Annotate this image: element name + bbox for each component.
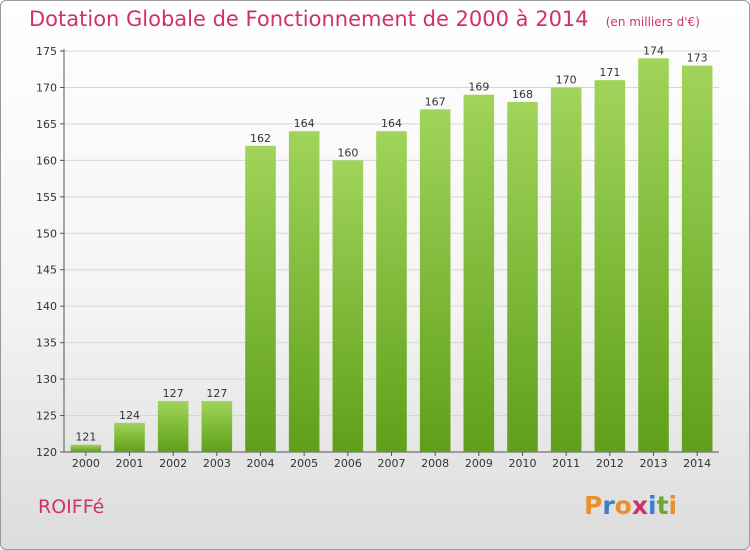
data-label: 124 — [119, 409, 140, 422]
bar — [245, 145, 276, 453]
y-tick-label: 135 — [36, 337, 57, 350]
x-tick-label: 2013 — [640, 457, 668, 470]
title-row: Dotation Globale de Fonctionnement de 20… — [29, 7, 700, 31]
bar — [201, 400, 233, 452]
bar — [463, 94, 495, 452]
proxiti-logo[interactable]: Proxiti — [584, 491, 677, 520]
logo-letter: t — [656, 491, 669, 520]
y-tick-label: 160 — [36, 154, 57, 167]
y-tick-label: 170 — [36, 81, 57, 94]
x-tick-label: 2001 — [116, 457, 144, 470]
bar — [376, 131, 407, 452]
commune-name: ROIFFé — [38, 496, 105, 518]
x-tick-label: 2010 — [509, 457, 537, 470]
x-tick-label: 2007 — [378, 457, 406, 470]
x-tick-label: 2005 — [290, 457, 318, 470]
y-tick-label: 140 — [36, 300, 57, 313]
logo-letter: i — [668, 491, 678, 520]
data-label: 173 — [687, 52, 708, 65]
data-label: 171 — [599, 66, 620, 79]
data-label: 170 — [556, 73, 577, 86]
logo-letter: x — [631, 491, 648, 520]
bar — [681, 65, 713, 452]
data-label: 174 — [643, 44, 664, 57]
x-tick-label: 2014 — [683, 457, 711, 470]
logo-letter: i — [648, 491, 657, 520]
data-label: 127 — [163, 387, 184, 400]
x-tick-label: 2011 — [552, 457, 580, 470]
x-tick-label: 2003 — [203, 457, 231, 470]
x-tick-label: 2009 — [465, 457, 493, 470]
bar — [507, 102, 538, 452]
logo-letter: P — [584, 491, 603, 520]
x-tick-label: 2000 — [72, 457, 100, 470]
chart-subtitle: (en milliers d'€) — [605, 15, 700, 29]
logo-letter: o — [614, 491, 632, 520]
data-label: 168 — [512, 88, 533, 101]
bar — [550, 87, 582, 453]
data-label: 164 — [294, 117, 315, 130]
bar — [594, 80, 626, 452]
x-tick-label: 2012 — [596, 457, 624, 470]
y-tick-label: 150 — [36, 227, 57, 240]
x-tick-label: 2002 — [159, 457, 187, 470]
data-label: 127 — [206, 387, 227, 400]
data-label: 167 — [425, 95, 446, 108]
bar — [157, 400, 189, 452]
x-tick-label: 2008 — [421, 457, 449, 470]
bar — [419, 109, 451, 452]
logo-letter: r — [602, 491, 615, 520]
y-tick-label: 125 — [36, 410, 57, 423]
y-tick-label: 165 — [36, 118, 57, 131]
bar — [70, 444, 102, 452]
y-tick-label: 145 — [36, 264, 57, 277]
chart-title: Dotation Globale de Fonctionnement de 20… — [29, 7, 589, 31]
data-label: 164 — [381, 117, 402, 130]
data-label: 162 — [250, 132, 271, 145]
y-tick-label: 130 — [36, 373, 57, 386]
bar — [288, 131, 320, 452]
data-label: 169 — [468, 81, 489, 94]
y-tick-label: 175 — [36, 45, 57, 58]
bar — [332, 160, 364, 452]
data-label: 160 — [337, 146, 358, 159]
bar — [638, 58, 669, 453]
bar — [114, 422, 145, 452]
x-tick-label: 2006 — [334, 457, 362, 470]
data-label: 121 — [75, 431, 96, 444]
y-tick-label: 120 — [36, 446, 57, 459]
y-tick-label: 155 — [36, 191, 57, 204]
x-tick-label: 2004 — [247, 457, 275, 470]
